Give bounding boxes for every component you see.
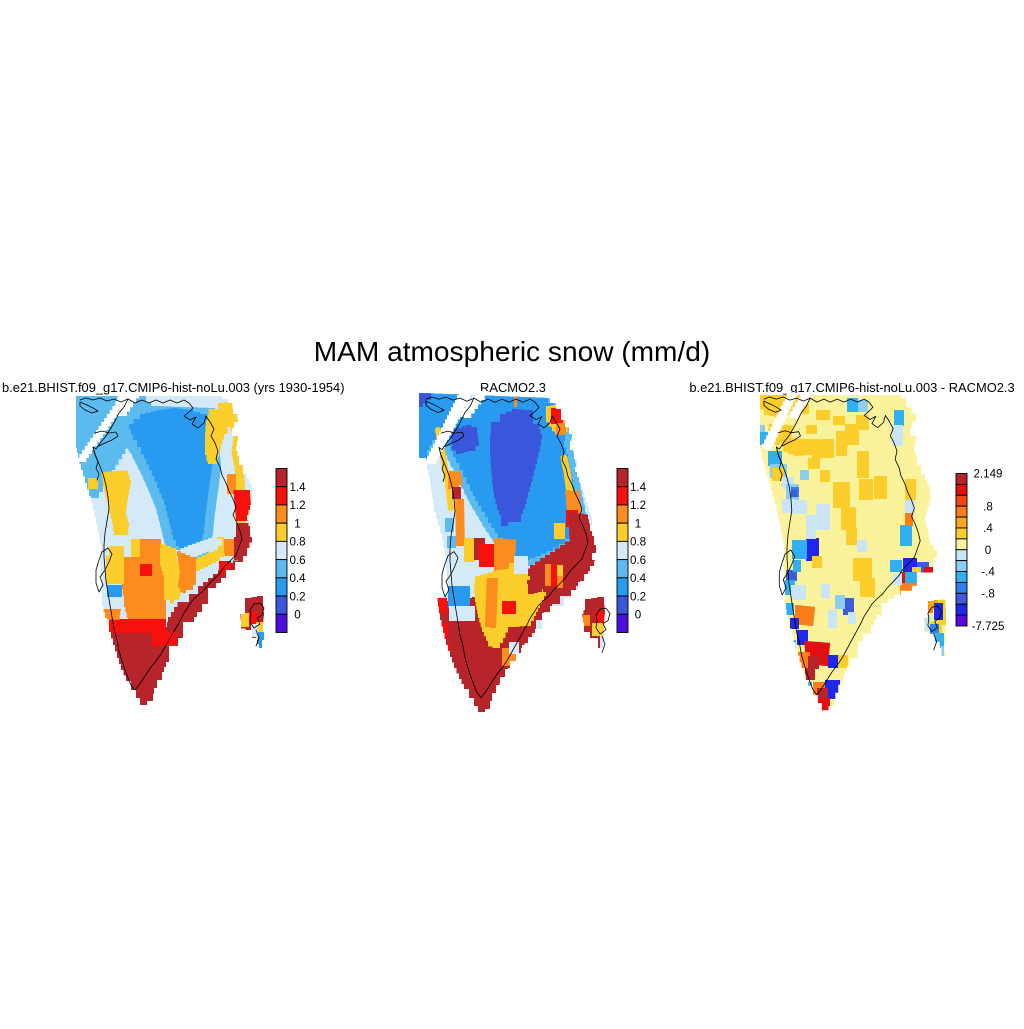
svg-text:2.149: 2.149 (973, 468, 1002, 481)
svg-text:0.6: 0.6 (630, 554, 646, 567)
svg-text:1.2: 1.2 (289, 499, 305, 512)
svg-text:b.e21.BHIST.f09_g17.CMIP6-hist: b.e21.BHIST.f09_g17.CMIP6-hist-noLu.003 … (2, 380, 345, 395)
svg-text:0.2: 0.2 (289, 590, 305, 603)
svg-text:RACMO2.3: RACMO2.3 (480, 380, 546, 395)
svg-text:.8: .8 (983, 500, 993, 513)
svg-text:.4: .4 (983, 522, 993, 535)
svg-text:1: 1 (294, 517, 300, 530)
svg-text:1.4: 1.4 (289, 481, 306, 494)
svg-text:0: 0 (985, 544, 991, 557)
svg-text:0: 0 (294, 609, 300, 622)
svg-text:0.8: 0.8 (289, 536, 305, 549)
svg-text:0.6: 0.6 (289, 554, 305, 567)
svg-text:0.8: 0.8 (630, 536, 646, 549)
svg-text:b.e21.BHIST.f09_g17.CMIP6-hist: b.e21.BHIST.f09_g17.CMIP6-hist-noLu.003 … (689, 380, 1014, 395)
svg-text:1.2: 1.2 (630, 499, 646, 512)
svg-text:-.4: -.4 (981, 566, 995, 579)
svg-text:-.8: -.8 (981, 588, 995, 601)
svg-text:0.2: 0.2 (630, 590, 646, 603)
svg-text:-7.725: -7.725 (972, 620, 1005, 633)
svg-text:0.4: 0.4 (630, 572, 647, 585)
svg-text:1: 1 (635, 517, 641, 530)
svg-text:1.4: 1.4 (630, 481, 647, 494)
svg-text:0.4: 0.4 (289, 572, 306, 585)
svg-text:MAM atmospheric snow (mm/d): MAM atmospheric snow (mm/d) (314, 336, 711, 367)
svg-text:0: 0 (635, 609, 641, 622)
